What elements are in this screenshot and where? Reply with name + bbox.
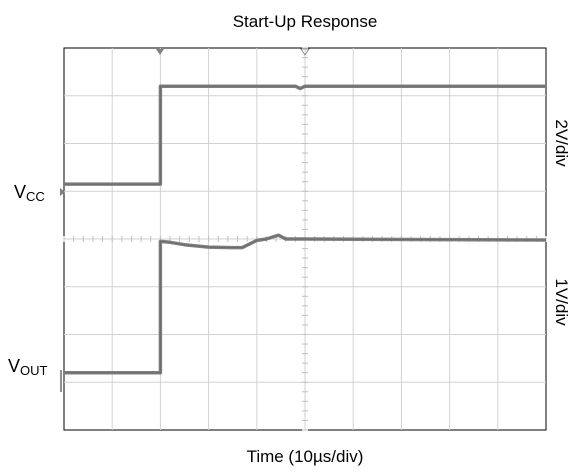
vout-trace-core <box>64 234 547 374</box>
vcc-trace-core <box>64 85 546 185</box>
traces <box>64 84 547 375</box>
vout-scale-label: 1V/div <box>552 278 571 326</box>
trigger-marker <box>156 49 164 55</box>
chart-title: Start-Up Response <box>233 12 378 31</box>
vcc-ground-marker <box>60 188 65 196</box>
time-reference-marker <box>300 48 310 56</box>
vout-channel-label: VOUT <box>8 356 48 378</box>
vcc-channel-label: VCC <box>14 182 45 204</box>
x-axis-label: Time (10µs/div) <box>247 447 364 466</box>
vcc-scale-label: 2V/div <box>552 119 571 167</box>
